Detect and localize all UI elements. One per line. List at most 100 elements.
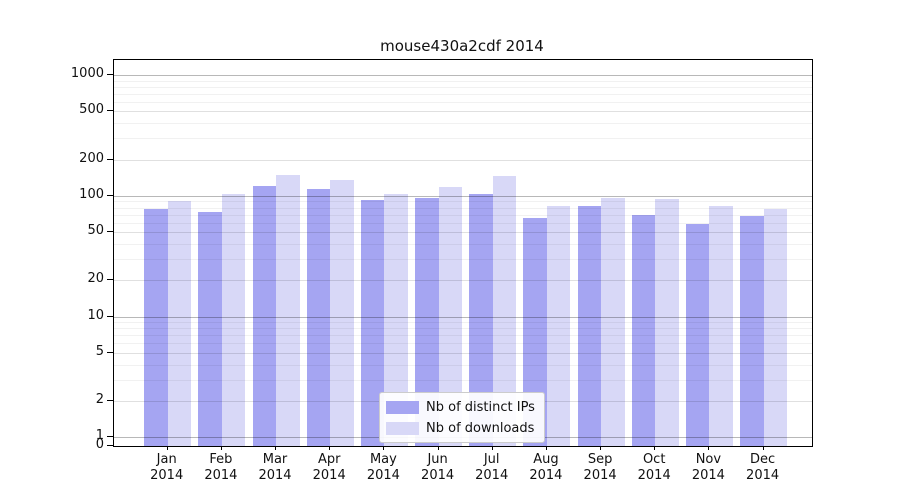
bar-downloads-dec: [763, 208, 788, 446]
y-tick-10: [107, 315, 113, 317]
x-tick-apr: [329, 445, 331, 450]
x-tick-label-dec: Dec 2014: [733, 452, 793, 484]
bar-downloads-jul: [492, 175, 517, 446]
x-tick-feb: [220, 445, 222, 450]
bar-ips-jan: [144, 208, 168, 446]
legend-label-distinct-ips: Nb of distinct IPs: [426, 400, 535, 415]
bar-ips-dec: [740, 216, 764, 446]
bar-downloads-feb: [221, 193, 246, 446]
x-tick-label-nov: Nov 2014: [678, 452, 738, 484]
x-tick-label-jul: Jul 2014: [462, 452, 522, 484]
chart-title: mouse430a2cdf 2014: [380, 37, 544, 55]
x-tick-mar: [275, 445, 276, 450]
legend-item-distinct-ips: Nb of distinct IPs: [386, 400, 535, 415]
x-tick-nov: [708, 445, 710, 450]
x-tick-year: 2014: [691, 468, 725, 483]
x-tick-label-jan: Jan 2014: [137, 452, 197, 484]
x-tick-year: 2014: [150, 468, 184, 483]
y-tick-500: [107, 110, 113, 112]
x-tick-jul: [491, 445, 493, 450]
bar-ips-aug: [523, 218, 547, 446]
y-tick-label-2: 2: [95, 391, 104, 407]
bar-ips-jul: [469, 194, 493, 446]
y-tick-label-500: 500: [79, 102, 104, 118]
x-tick-month: Sep: [587, 452, 613, 467]
x-tick-sep: [600, 445, 602, 450]
bar-ips-mar: [252, 185, 276, 446]
x-tick-year: 2014: [421, 468, 455, 483]
legend: Nb of distinct IPs Nb of downloads: [379, 392, 545, 443]
y-tick-5: [107, 351, 113, 353]
bar-downloads-sep: [601, 197, 625, 446]
y-tick-label-1: 1: [95, 428, 104, 444]
x-tick-jun: [437, 445, 439, 450]
bar-ips-oct: [631, 214, 656, 446]
bar-downloads-oct: [655, 198, 679, 446]
y-tick-label-1000: 1000: [70, 66, 104, 82]
bar-ips-nov: [685, 224, 710, 446]
x-tick-month: Jun: [427, 452, 448, 467]
x-tick-month: Mar: [262, 452, 288, 467]
x-tick-oct: [654, 445, 656, 450]
bars-layer: [114, 60, 812, 446]
y-tick-0: [107, 445, 113, 446]
legend-label-downloads: Nb of downloads: [426, 421, 535, 436]
x-tick-label-oct: Oct 2014: [624, 452, 684, 484]
x-tick-year: 2014: [583, 468, 617, 483]
x-tick-year: 2014: [366, 468, 400, 483]
y-tick-20: [107, 279, 113, 281]
x-tick-label-sep: Sep 2014: [570, 452, 630, 484]
x-tick-jan: [166, 445, 168, 450]
x-tick-year: 2014: [637, 468, 671, 483]
bar-downloads-mar: [276, 174, 300, 446]
bar-downloads-may: [384, 194, 408, 446]
bar-ips-may: [360, 200, 385, 446]
bar-downloads-apr: [330, 180, 354, 446]
y-tick-label-200: 200: [79, 150, 104, 166]
bar-downloads-aug: [546, 206, 571, 446]
x-tick-label-aug: Aug 2014: [516, 452, 576, 484]
x-tick-year: 2014: [258, 468, 292, 483]
x-tick-aug: [545, 445, 547, 450]
y-tick-50: [107, 231, 113, 233]
x-tick-year: 2014: [204, 468, 238, 483]
x-tick-dec: [762, 445, 764, 450]
x-tick-label-jun: Jun 2014: [408, 452, 468, 484]
bar-downloads-jun: [438, 186, 463, 446]
x-tick-month: Oct: [642, 452, 666, 467]
x-tick-month: Nov: [695, 452, 722, 467]
bar-ips-sep: [577, 205, 602, 446]
legend-item-downloads: Nb of downloads: [386, 421, 535, 436]
y-tick-200: [107, 158, 113, 160]
y-tick-1000: [107, 74, 113, 76]
x-tick-label-may: May 2014: [353, 452, 413, 484]
x-tick-month: Dec: [750, 452, 776, 467]
y-tick-2: [107, 399, 113, 401]
bar-ips-apr: [306, 188, 331, 446]
x-tick-month: May: [369, 452, 397, 467]
y-tick-label-20: 20: [87, 271, 104, 287]
x-tick-label-feb: Feb 2014: [191, 452, 251, 484]
x-tick-label-mar: Mar 2014: [245, 452, 305, 484]
x-tick-month: Apr: [317, 452, 341, 467]
y-tick-label-100: 100: [79, 186, 104, 202]
x-tick-label-apr: Apr 2014: [299, 452, 359, 484]
bar-ips-jun: [415, 197, 439, 446]
x-tick-month: Jan: [156, 452, 177, 467]
y-tick-label-10: 10: [87, 307, 104, 323]
legend-swatch-distinct-ips: [386, 401, 419, 414]
bar-downloads-nov: [709, 205, 733, 446]
x-tick-year: 2014: [312, 468, 346, 483]
y-tick-label-0: 0: [95, 437, 104, 452]
x-tick-year: 2014: [475, 468, 509, 483]
plot-area: Nb of distinct IPs Nb of downloads: [113, 59, 813, 447]
legend-swatch-downloads: [386, 422, 419, 435]
x-tick-month: Aug: [533, 452, 559, 467]
x-tick-month: Feb: [209, 452, 233, 467]
bar-ips-feb: [198, 211, 222, 446]
x-tick-year: 2014: [529, 468, 563, 483]
y-tick-label-50: 50: [87, 223, 104, 239]
y-tick-100: [107, 194, 113, 196]
x-tick-year: 2014: [746, 468, 780, 483]
x-tick-month: Jul: [483, 452, 500, 467]
